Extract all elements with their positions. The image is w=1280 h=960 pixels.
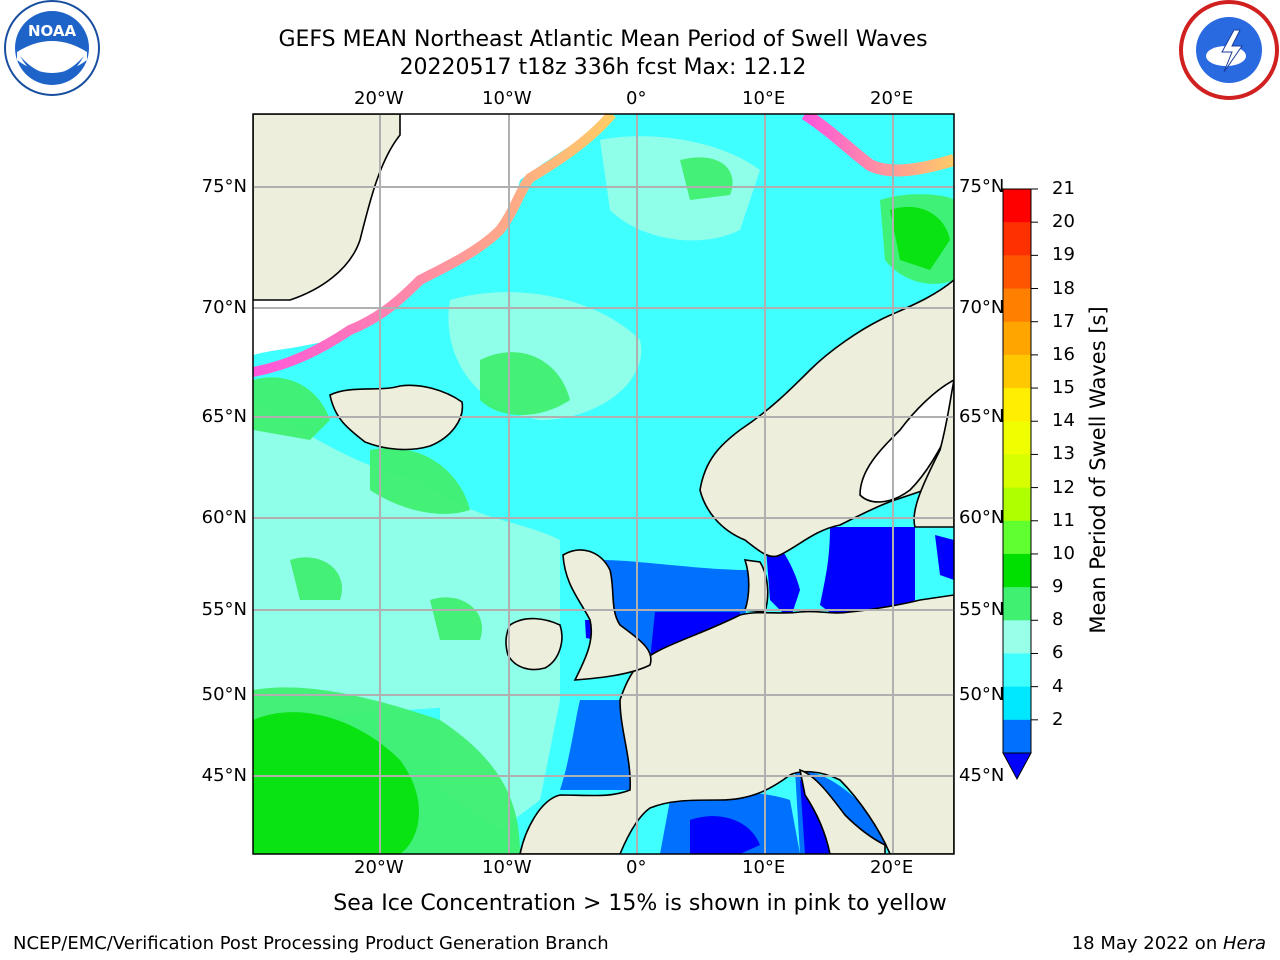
colorbar-extend-arrow xyxy=(1002,752,1032,781)
lat-tick-left: 75°N xyxy=(201,176,247,197)
noaa-logo-icon: NOAA xyxy=(4,0,100,96)
colorbar-tick-label: 8 xyxy=(1052,609,1064,631)
colorbar-tick-label: 19 xyxy=(1052,244,1075,266)
lon-tick-bottom: 10°E xyxy=(742,857,786,878)
footer-host: Hera xyxy=(1222,933,1266,954)
lat-tick-right: 65°N xyxy=(959,406,1005,427)
colorbar-swatch xyxy=(1003,620,1031,654)
colorbar-tick-label: 18 xyxy=(1052,277,1075,299)
footer-date-text: 18 May 2022 on xyxy=(1071,933,1223,954)
lat-tick-left: 45°N xyxy=(201,765,247,786)
lon-tick-top: 20°W xyxy=(354,88,404,109)
lat-tick-left: 70°N xyxy=(201,297,247,318)
colorbar-tick-label: 4 xyxy=(1052,675,1064,697)
land-masses xyxy=(253,114,954,854)
period-10-11-patches xyxy=(253,206,950,854)
noaa-logo-text: NOAA xyxy=(28,22,77,40)
lat-tick-right: 75°N xyxy=(959,176,1005,197)
lon-tick-bottom: 10°W xyxy=(482,857,532,878)
colorbar-swatch xyxy=(1003,553,1031,588)
lon-tick-bottom: 20°E xyxy=(870,857,914,878)
colorbar-swatch xyxy=(1003,520,1031,555)
colorbar-tick-label: 13 xyxy=(1052,443,1075,465)
graticule xyxy=(253,114,954,854)
colorbar-swatch xyxy=(1003,653,1031,688)
colorbar-swatch xyxy=(1003,222,1031,256)
colorbar-tick-label: 10 xyxy=(1052,542,1075,564)
colorbar-frame xyxy=(1002,188,1032,754)
lat-tick-right: 50°N xyxy=(959,684,1005,705)
colorbar-tick-label: 20 xyxy=(1052,211,1075,233)
lat-tick-left: 60°N xyxy=(201,507,247,528)
sea-ice-edge xyxy=(253,114,616,377)
lat-tick-left: 50°N xyxy=(201,684,247,705)
lat-tick-right: 60°N xyxy=(959,507,1005,528)
colorbar-swatch xyxy=(1003,719,1031,754)
lat-tick-left: 65°N xyxy=(201,406,247,427)
colorbar xyxy=(1002,188,1038,781)
colorbar-swatch xyxy=(1003,321,1031,356)
chart-subtitle: 20220517 t18z 336h fcst Max: 12.12 xyxy=(399,55,807,80)
colorbar-swatch xyxy=(1003,686,1031,721)
colorbar-swatch xyxy=(1003,288,1031,323)
lon-tick-bottom: 20°W xyxy=(354,857,404,878)
colorbar-tick-label: 6 xyxy=(1052,642,1064,664)
colorbar-swatch xyxy=(1003,487,1031,522)
colorbar-tick-label: 17 xyxy=(1052,310,1075,332)
colorbar-swatch xyxy=(1003,388,1031,422)
footer-date: 18 May 2022 on Hera xyxy=(1072,933,1266,954)
map-plot-area xyxy=(253,114,954,854)
colorbar-label: Mean Period of Swell Waves [s] xyxy=(1086,306,1110,634)
map-frame xyxy=(252,113,955,855)
lon-tick-bottom: 0° xyxy=(626,857,647,878)
lon-tick-top: 10°W xyxy=(482,88,532,109)
lon-tick-top: 10°E xyxy=(742,88,786,109)
lat-tick-right: 45°N xyxy=(959,765,1005,786)
lon-tick-top: 20°E xyxy=(870,88,914,109)
colorbar-swatch xyxy=(1003,587,1031,621)
colorbar-swatch xyxy=(1003,189,1031,223)
colorbar-tick-label: 9 xyxy=(1052,576,1064,598)
colorbar-tick-label: 15 xyxy=(1052,377,1075,399)
lat-tick-left: 55°N xyxy=(201,599,247,620)
colorbar-tick-label: 14 xyxy=(1052,410,1075,432)
colorbar-tick-label: 12 xyxy=(1052,476,1075,498)
sea-ice-caption: Sea Ice Concentration > 15% is shown in … xyxy=(0,891,1280,916)
lon-tick-top: 0° xyxy=(626,88,647,109)
colorbar-swatch xyxy=(1003,421,1031,455)
colorbar-tick-label: 16 xyxy=(1052,343,1075,365)
lat-tick-right: 55°N xyxy=(959,599,1005,620)
colorbar-tick-label: 11 xyxy=(1052,509,1075,531)
colorbar-swatch xyxy=(1003,354,1031,389)
sea-ice-edge-svalbard xyxy=(801,114,954,177)
nws-logo-icon xyxy=(1179,0,1279,100)
colorbar-tick-label: 21 xyxy=(1052,178,1075,199)
chart-title: GEFS MEAN Northeast Atlantic Mean Period… xyxy=(278,27,928,52)
colorbar-tick-label: 2 xyxy=(1052,708,1064,730)
colorbar-swatch xyxy=(1003,454,1031,489)
sea-ice-caption-text: Sea Ice Concentration > 15% is shown in … xyxy=(333,891,947,916)
footer-credit: NCEP/EMC/Verification Post Processing Pr… xyxy=(13,933,609,954)
colorbar-swatch xyxy=(1003,255,1031,290)
lat-tick-right: 70°N xyxy=(959,297,1005,318)
